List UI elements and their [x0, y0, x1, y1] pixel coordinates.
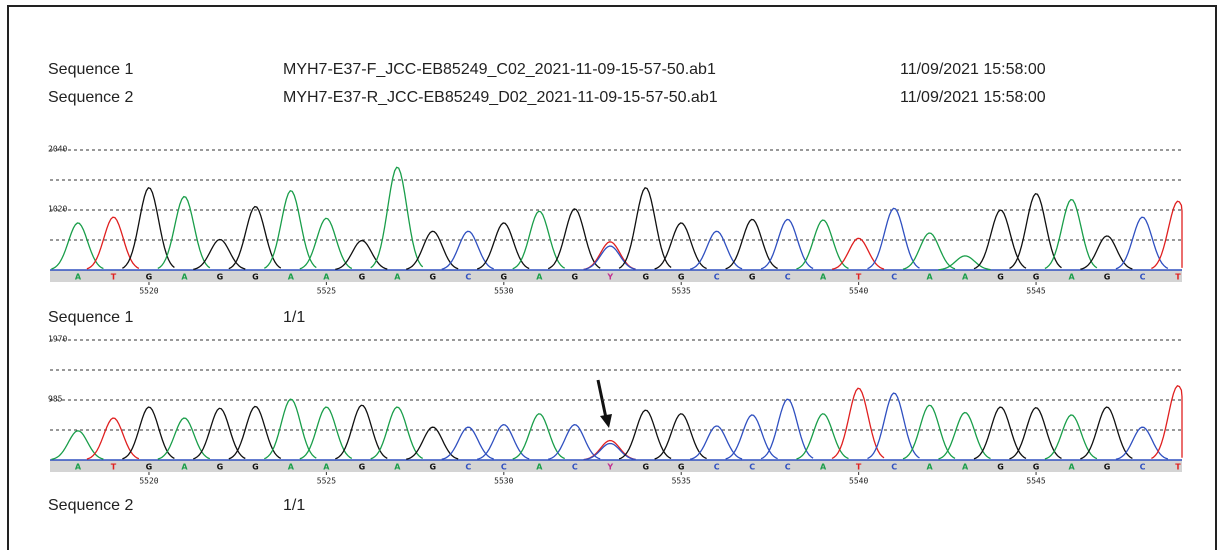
base-call: G [1033, 273, 1040, 282]
base-call: G [430, 273, 437, 282]
base-call: C [714, 463, 720, 472]
base-call: A [927, 273, 934, 282]
position-label: 5540 [849, 477, 868, 486]
base-call: C [891, 463, 897, 472]
base-call: A [181, 463, 188, 472]
position-label: 5520 [139, 477, 158, 486]
base-call: Y [606, 463, 613, 472]
base-call: T [111, 463, 117, 472]
base-call: T [1175, 273, 1181, 282]
base-call: G [1033, 463, 1040, 472]
base-call: A [820, 463, 827, 472]
base-call: C [572, 463, 578, 472]
base-call: G [146, 273, 153, 282]
base-call: G [997, 273, 1004, 282]
file-name: MYH7-E37-R_JCC-EB85249_D02_2021-11-09-15… [283, 89, 718, 106]
base-call: A [962, 463, 969, 472]
y-tick-label: 985 [48, 395, 63, 404]
position-label: 5530 [494, 287, 513, 296]
base-call: T [111, 273, 117, 282]
position-label: 5545 [1026, 477, 1045, 486]
base-call: C [891, 273, 897, 282]
base-call: T [1175, 463, 1181, 472]
position-label: 5545 [1026, 287, 1045, 296]
base-call: A [394, 273, 401, 282]
base-call: G [1104, 273, 1111, 282]
position-label: 5540 [849, 287, 868, 296]
base-call: G [217, 273, 224, 282]
base-call: G [430, 463, 437, 472]
base-call: A [536, 463, 543, 472]
base-call: C [1140, 463, 1146, 472]
base-call: C [785, 273, 791, 282]
position-label: 5520 [139, 287, 158, 296]
base-call: G [642, 463, 649, 472]
position-label: 5525 [317, 477, 336, 486]
base-call: A [394, 463, 401, 472]
date: 11/09/2021 15:58:00 [900, 89, 1046, 106]
base-call: A [323, 463, 330, 472]
base-call: A [323, 273, 330, 282]
chromatogram-view: Sequence 1 MYH7-E37-F_JCC-EB85249_C02_20… [0, 0, 1224, 550]
base-call: G [749, 273, 756, 282]
page-label: 1/1 [283, 309, 305, 326]
seq-label: Sequence 1 [48, 61, 134, 78]
base-call: T [856, 463, 862, 472]
base-call: C [1140, 273, 1146, 282]
base-call: G [359, 273, 366, 282]
position-label: 5535 [672, 287, 691, 296]
position-label: 5530 [494, 477, 513, 486]
seq-label: Sequence 2 [48, 89, 134, 106]
date: 11/09/2021 15:58:00 [900, 61, 1046, 78]
base-call: G [252, 463, 259, 472]
base-call: A [288, 463, 295, 472]
base-call: G [642, 273, 649, 282]
base-call: C [785, 463, 791, 472]
base-call: G [678, 463, 685, 472]
base-call: G [217, 463, 224, 472]
base-call: G [678, 273, 685, 282]
base-call: C [714, 273, 720, 282]
base-call: A [75, 463, 82, 472]
base-call: Y [606, 273, 613, 282]
base-call: A [288, 273, 295, 282]
base-call: C [501, 463, 507, 472]
y-tick-label: 1970 [48, 335, 67, 344]
base-call: A [927, 463, 934, 472]
base-call: A [962, 273, 969, 282]
base-call: G [1104, 463, 1111, 472]
page-label: 1/1 [283, 497, 305, 514]
base-call: A [181, 273, 188, 282]
base-call: A [75, 273, 82, 282]
base-call: C [465, 463, 471, 472]
base-call: C [465, 273, 471, 282]
base-call: G [501, 273, 508, 282]
y-tick-label: 1020 [48, 205, 67, 214]
base-call: A [536, 273, 543, 282]
position-label: 5535 [672, 477, 691, 486]
base-call: G [997, 463, 1004, 472]
base-call: A [1068, 273, 1075, 282]
y-tick-label: 2040 [48, 145, 67, 154]
base-call: G [359, 463, 366, 472]
base-call: A [820, 273, 827, 282]
file-name: MYH7-E37-F_JCC-EB85249_C02_2021-11-09-15… [283, 61, 716, 78]
sequence-label: Sequence 2 [48, 497, 134, 514]
sequence-label: Sequence 1 [48, 309, 134, 326]
position-label: 5525 [317, 287, 336, 296]
base-call: C [749, 463, 755, 472]
base-call: A [1068, 463, 1075, 472]
base-call: T [856, 273, 862, 282]
base-call: G [146, 463, 153, 472]
base-call: G [252, 273, 259, 282]
base-call: G [571, 273, 578, 282]
